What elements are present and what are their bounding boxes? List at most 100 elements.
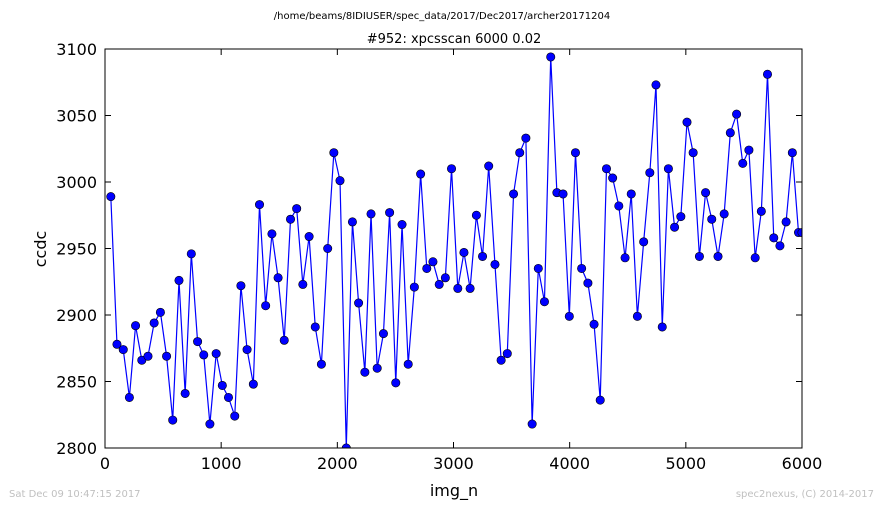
data-point [558, 189, 568, 199]
data-point [577, 263, 587, 273]
data-point [440, 273, 450, 283]
data-point [756, 206, 766, 216]
plot-area: 0 1000 2000 3000 4000 5000 6000 2800 2850 2900 295… [56, 40, 822, 473]
data-point [162, 351, 172, 361]
data-point [651, 80, 661, 90]
data-point [217, 380, 227, 390]
data-point [428, 257, 438, 267]
data-point [676, 212, 686, 222]
data-point [205, 419, 215, 429]
data-point [682, 117, 692, 127]
data-point [335, 176, 345, 186]
data-point [168, 415, 178, 425]
data-point [490, 259, 500, 269]
data-point [509, 189, 519, 199]
data-point [688, 148, 698, 158]
data-point [471, 210, 481, 220]
data-point [143, 351, 153, 361]
data-point [595, 395, 605, 405]
data-point [329, 148, 339, 158]
data-point [242, 345, 252, 355]
data-point [292, 204, 302, 214]
x-tick-label: 6000 [782, 454, 823, 473]
data-point [453, 283, 463, 293]
data-point [614, 201, 624, 211]
data-point [316, 359, 326, 369]
data-point [106, 192, 116, 202]
chart-title: #952: xpcsscan 6000 0.02 [367, 32, 542, 47]
chart-suptitle: /home/beams/8IDIUSER/spec_data/2017/Dec2… [274, 11, 610, 22]
data-point [502, 349, 512, 359]
data-point [546, 52, 556, 62]
data-point [608, 173, 618, 183]
data-point [403, 359, 413, 369]
data-point [632, 311, 642, 321]
footer-timestamp: Sat Dec 09 10:47:15 2017 [9, 489, 141, 500]
data-point [725, 128, 735, 138]
data-point [732, 109, 742, 119]
data-point [750, 253, 760, 263]
data-point [236, 281, 246, 291]
data-point [323, 244, 333, 254]
data-point [112, 339, 122, 349]
data-point [124, 392, 134, 402]
data-point [174, 275, 184, 285]
x-tick-label: 1000 [201, 454, 242, 473]
data-point [304, 232, 314, 242]
data-point [663, 164, 673, 174]
x-tick-label: 0 [100, 454, 110, 473]
data-point [360, 367, 370, 377]
data-point [564, 311, 574, 321]
y-tick-label: 2850 [56, 373, 97, 392]
data-point [484, 161, 494, 171]
data-point [639, 237, 649, 247]
data-point [533, 263, 543, 273]
y-axis-label: ccdc [31, 231, 50, 268]
y-tick-label: 3000 [56, 173, 97, 192]
data-point [211, 349, 221, 359]
data-point [719, 209, 729, 219]
data-point [267, 229, 277, 239]
data-point [478, 251, 488, 261]
data-point [261, 301, 271, 311]
data-point [422, 263, 432, 273]
data-point [775, 241, 785, 251]
data-point [707, 214, 717, 224]
data-point [416, 169, 426, 179]
data-point [223, 392, 233, 402]
data-point [515, 148, 525, 158]
data-point [657, 322, 667, 332]
x-tick-label: 4000 [549, 454, 590, 473]
data-point [155, 307, 165, 317]
data-point [255, 200, 265, 210]
data-point [601, 164, 611, 174]
data-point [131, 321, 141, 331]
y-tick-label: 2900 [56, 306, 97, 325]
data-point [589, 319, 599, 329]
data-point [787, 148, 797, 158]
data-point [583, 278, 593, 288]
data-point [279, 335, 289, 345]
data-point [527, 419, 537, 429]
data-point [385, 208, 395, 218]
data-point [397, 220, 407, 230]
data-point [298, 279, 308, 289]
data-point [354, 298, 364, 308]
data-point [378, 329, 388, 339]
x-tick-label: 5000 [665, 454, 706, 473]
data-point [199, 350, 209, 360]
data-point [626, 189, 636, 199]
y-tick-label: 3100 [56, 40, 97, 59]
data-point [496, 355, 506, 365]
data-point [447, 164, 457, 174]
data-point [149, 318, 159, 328]
x-tick-label: 2000 [317, 454, 358, 473]
data-point [347, 217, 357, 227]
data-point [701, 188, 711, 198]
data-point [118, 345, 128, 355]
data-point [769, 233, 779, 243]
data-point [180, 388, 190, 398]
data-point [459, 247, 469, 257]
data-point [694, 251, 704, 261]
